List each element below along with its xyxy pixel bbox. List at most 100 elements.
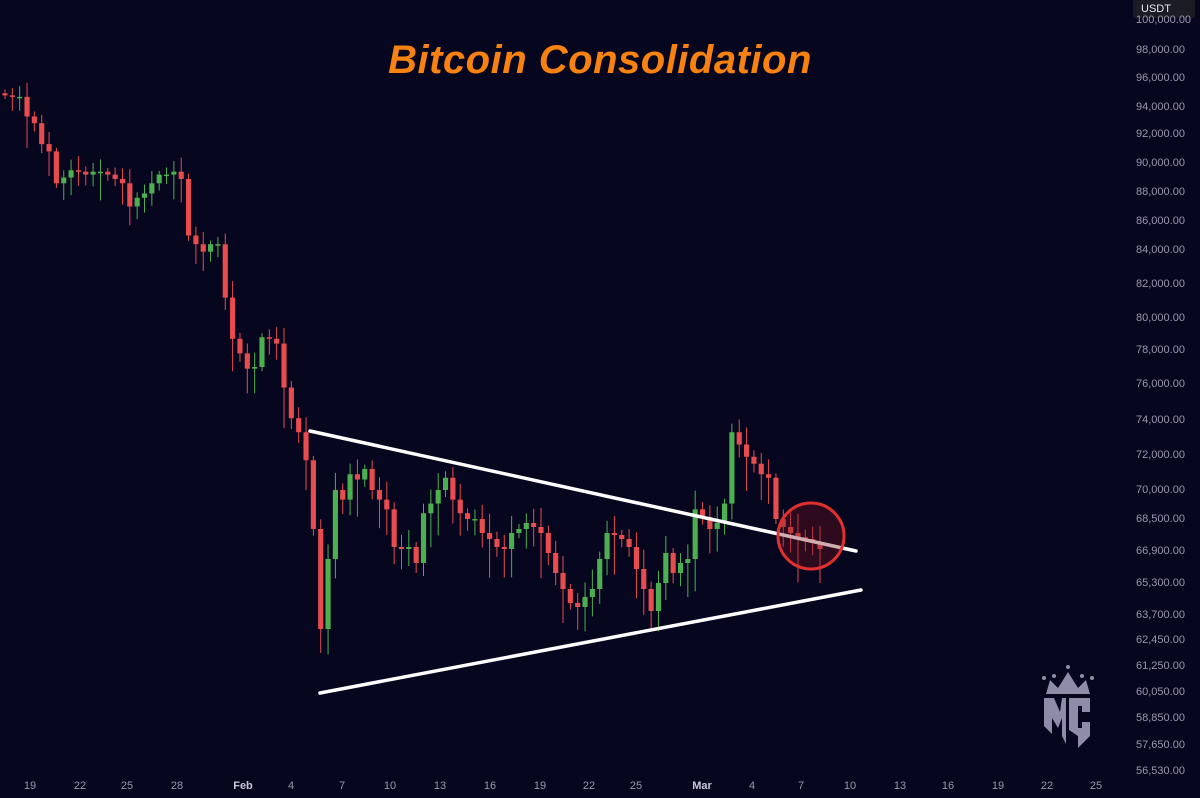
candle-body <box>119 178 126 184</box>
candle-up <box>156 170 162 191</box>
candle-body <box>699 509 706 518</box>
candle-body <box>362 469 368 480</box>
candle-body <box>288 387 294 419</box>
candle-body <box>788 527 794 533</box>
candle-body <box>538 527 544 533</box>
candle-up <box>721 498 728 535</box>
candle-up <box>589 569 595 617</box>
candle-up <box>171 161 177 200</box>
date-tick-label: 16 <box>483 780 497 792</box>
candle-down <box>384 481 390 535</box>
candle-body <box>663 553 669 583</box>
candle-body <box>611 533 617 535</box>
candle-down <box>296 407 302 443</box>
candle-body <box>127 183 133 207</box>
candle-body <box>83 171 89 175</box>
date-tick-label: 19 <box>533 780 547 792</box>
date-tick-label: 4 <box>748 780 756 792</box>
candle-down <box>699 502 706 525</box>
candle-body <box>670 553 676 573</box>
date-tick-label: 10 <box>383 780 397 792</box>
candle-down <box>736 419 742 458</box>
candle-body <box>156 174 162 184</box>
candle-body <box>766 474 772 478</box>
price-tick-label: 66,900.00 <box>1136 545 1185 557</box>
candle-up <box>655 570 662 632</box>
date-tick-label: 25 <box>120 780 134 792</box>
date-tick-label: 25 <box>629 780 643 792</box>
candle-down <box>119 168 126 205</box>
candle-body <box>604 533 610 559</box>
candle-down <box>611 516 617 575</box>
candle-body <box>222 244 228 298</box>
candle-body <box>340 490 346 500</box>
mc-logo <box>1042 665 1094 748</box>
candle-down <box>450 467 456 524</box>
candle-body <box>325 559 331 629</box>
price-tick-label: 98,000.00 <box>1136 44 1185 56</box>
candle-down <box>281 328 287 429</box>
candle-body <box>259 337 265 367</box>
candle-down <box>340 483 346 514</box>
price-tick-label: 61,250.00 <box>1136 660 1185 672</box>
candle-down <box>633 532 640 599</box>
candle-down <box>391 502 397 565</box>
candle-down <box>773 473 779 524</box>
candle-body <box>457 499 463 514</box>
candle-up <box>582 582 588 632</box>
currency-label[interactable]: USDT <box>1133 0 1195 18</box>
candle-down <box>193 226 199 264</box>
candle-up <box>420 503 427 577</box>
candle-down <box>369 460 375 500</box>
candle-body <box>24 96 30 117</box>
candle-up <box>141 184 148 213</box>
candle-body <box>494 539 500 547</box>
candle-body <box>163 174 170 177</box>
price-tick-label: 74,000.00 <box>1136 414 1185 426</box>
price-tick-label: 100,000.00 <box>1136 14 1192 26</box>
price-tick-label: 56,530.00 <box>1136 765 1185 777</box>
candle-body <box>567 589 573 603</box>
candle-body <box>97 171 104 174</box>
date-tick-label: 13 <box>893 780 907 792</box>
candle-body <box>68 170 74 178</box>
candle-body <box>641 569 647 589</box>
candle-down <box>266 329 272 355</box>
price-tick-label: 62,450.00 <box>1136 634 1185 646</box>
candle-up <box>435 473 441 536</box>
candle-down <box>538 507 544 579</box>
price-tick-label: 70,000.00 <box>1136 484 1185 496</box>
candle-up <box>252 352 258 394</box>
date-tick-label: 22 <box>1040 780 1054 792</box>
candle-down <box>24 82 30 148</box>
candle-down <box>31 111 37 132</box>
candle-down <box>531 508 537 547</box>
candle-body <box>582 597 588 607</box>
date-tick-label: 25 <box>1089 780 1103 792</box>
candle-body <box>384 499 390 510</box>
candle-up <box>729 423 735 520</box>
candle-down <box>553 540 559 586</box>
candle-body <box>545 533 551 553</box>
price-tick-label: 63,700.00 <box>1136 609 1185 621</box>
date-tick-label: 19 <box>991 780 1005 792</box>
candle-body <box>619 535 625 539</box>
candle-down <box>479 504 485 548</box>
candle-down <box>648 581 654 629</box>
price-tick-label: 80,000.00 <box>1136 312 1185 324</box>
candle-body <box>531 523 537 527</box>
candle-down <box>817 526 823 583</box>
candle-down <box>766 459 772 504</box>
candle-body <box>105 171 111 175</box>
date-tick-label: 22 <box>73 780 87 792</box>
candle-down <box>758 453 764 501</box>
candle-body <box>369 469 375 490</box>
candle-down <box>788 512 794 553</box>
candle-body <box>61 177 67 184</box>
candle-body <box>589 589 595 597</box>
candle-down <box>457 483 463 536</box>
candle-body <box>406 547 412 549</box>
candle-up <box>332 473 338 579</box>
highlight-circle <box>776 501 846 571</box>
